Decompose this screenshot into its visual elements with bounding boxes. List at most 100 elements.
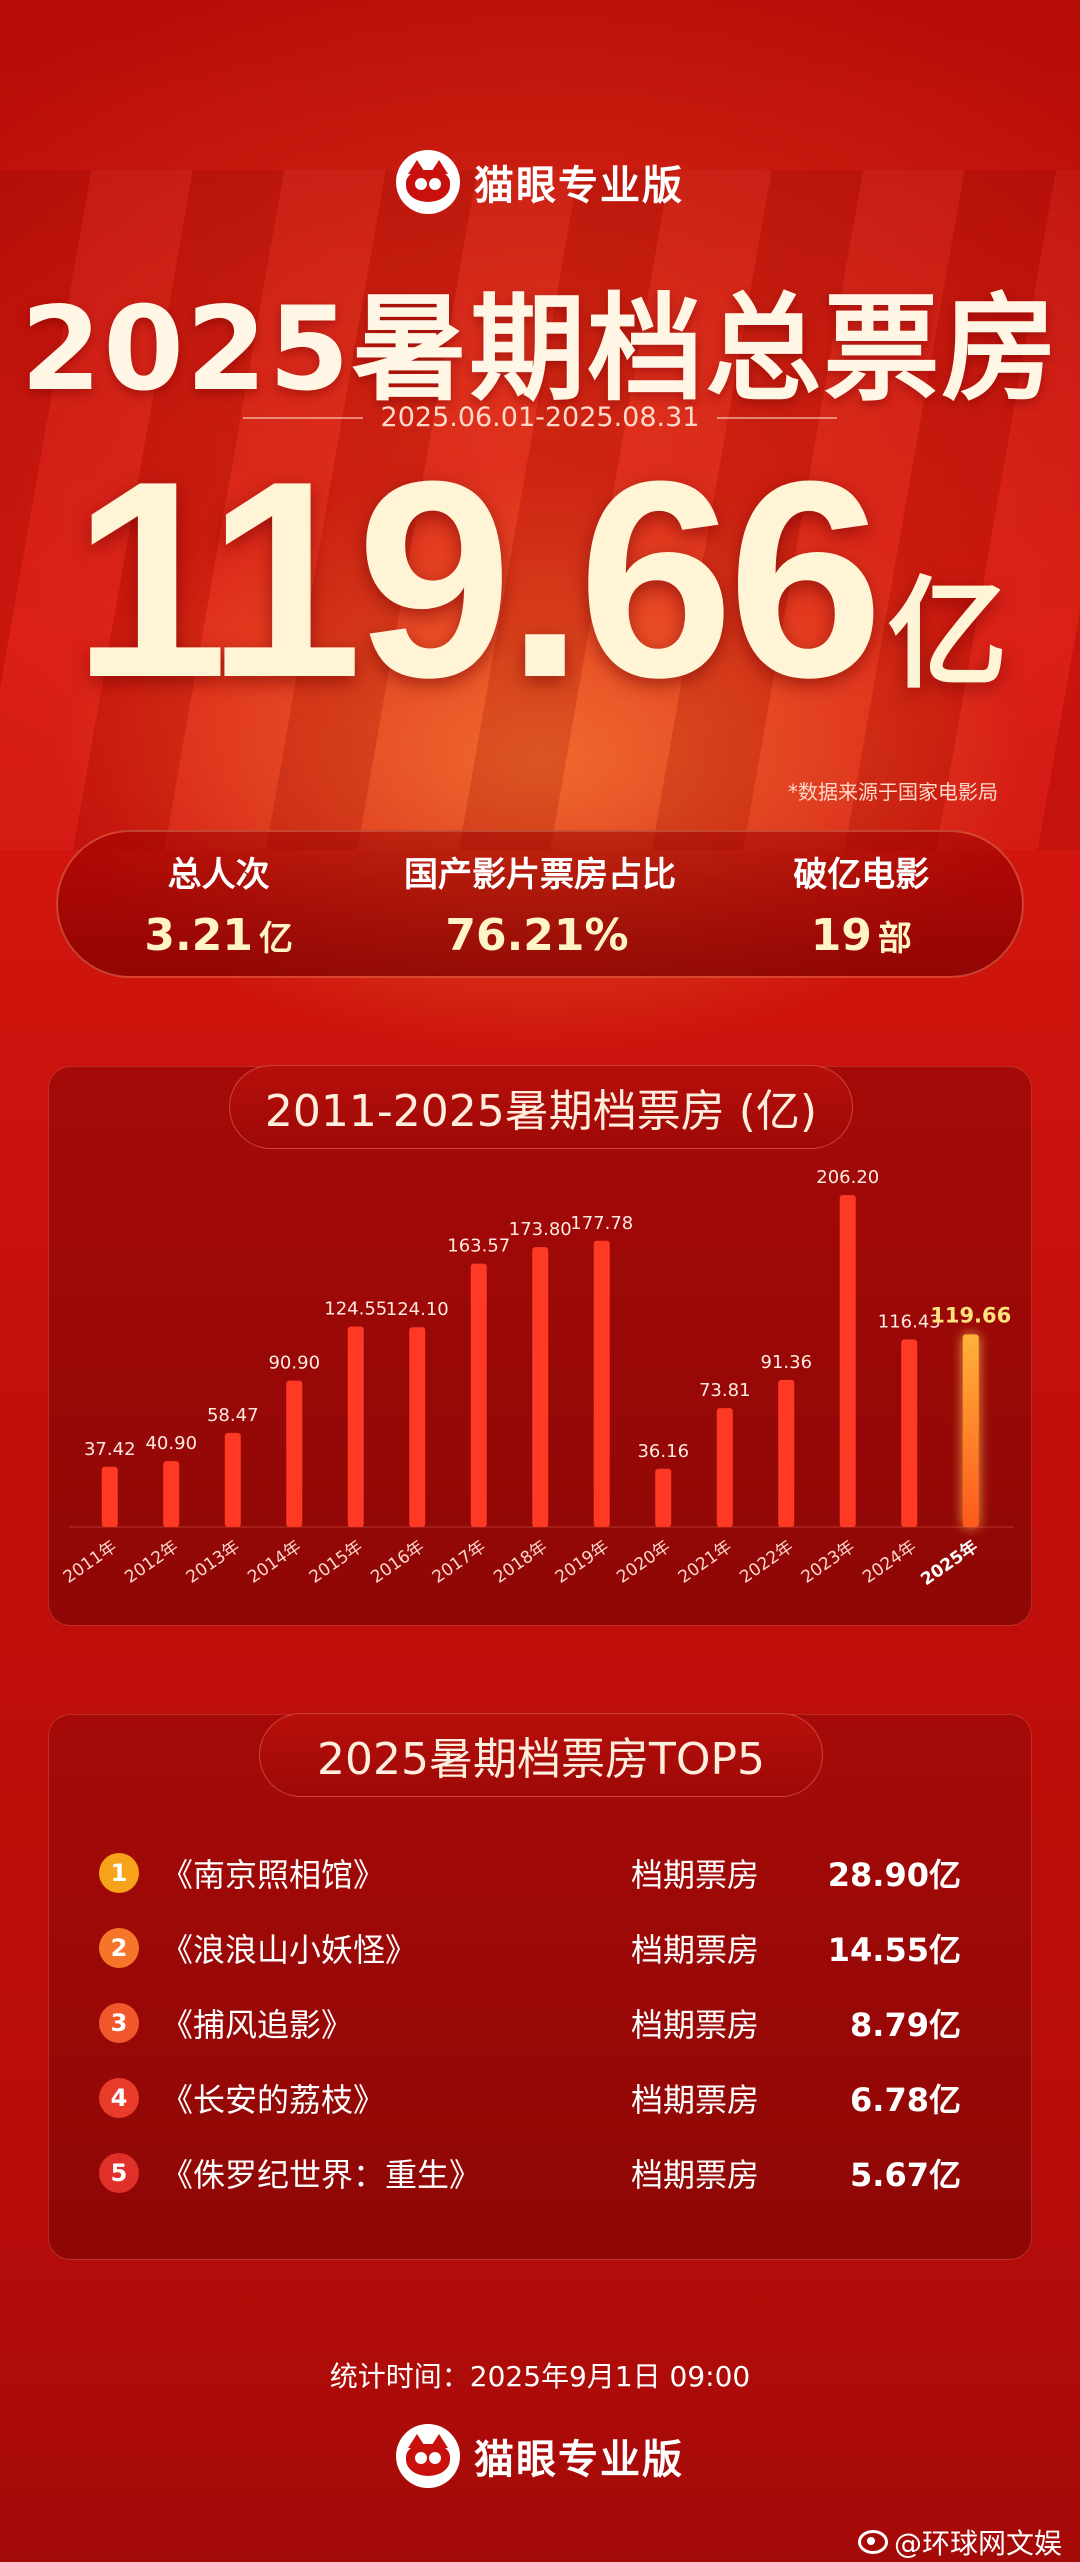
stat-label: 总人次 (167, 855, 270, 895)
list-item: 1 《南京照相馆》 档期票房 28.90亿 (89, 1843, 993, 1903)
tick-label: 2015年 (306, 1537, 367, 1588)
data-label: 40.90 (145, 1433, 197, 1454)
box-office-label: 档期票房 (631, 1931, 760, 1969)
divider-right (717, 416, 838, 419)
watermark-text: @环球网文娱 (893, 2527, 1062, 2560)
box-office-label: 档期票房 (631, 2081, 760, 2119)
bar (470, 1263, 487, 1527)
data-label: 124.10 (386, 1299, 449, 1320)
brand-name: 猫眼专业版 (474, 2437, 684, 2483)
data-label: 91.36 (760, 1352, 812, 1373)
data-label: 206.20 (816, 1167, 879, 1188)
top5-title: 2025暑期档票房TOP5 (259, 1713, 823, 1797)
stat-unit: 部 (877, 919, 912, 959)
tick-label: 2018年 (490, 1537, 551, 1588)
data-label: 58.47 (207, 1405, 259, 1426)
stat-value: 76.21% (445, 910, 629, 961)
chart-panel: 2011-2025暑期档票房 (亿) 37.42 2011年 40.90 2012年 5… (48, 1065, 1032, 1626)
total-box-office: 119.66亿 (60, 440, 1020, 720)
bar (716, 1408, 733, 1527)
tick-label: 2022年 (736, 1537, 797, 1588)
brand-name: 猫眼专业版 (474, 163, 684, 209)
weibo-icon (857, 2530, 888, 2554)
data-label: 173.80 (509, 1219, 572, 1240)
box-office-label: 档期票房 (631, 1856, 760, 1894)
rank-badge: 4 (99, 2078, 139, 2118)
list-item: 3 《捕风追影》 档期票房 8.79亿 (89, 1993, 993, 2053)
page-title: 2025暑期档总票房 (20, 282, 1060, 417)
top5-panel: 2025暑期档票房TOP5 1 《南京照相馆》 档期票房 28.90亿 2 《浪… (48, 1713, 1032, 2260)
data-label: 37.42 (84, 1439, 136, 1460)
stat-domestic-share: 国产影片票房占比 76.21% (390, 847, 690, 961)
stat-time: 统计时间：2025年9月1日 09:00 (329, 2360, 751, 2393)
tick-label: 2023年 (798, 1537, 859, 1588)
data-label: 116.43 (878, 1312, 941, 1333)
tick-label: 2024年 (859, 1537, 920, 1588)
data-label: 177.78 (570, 1213, 633, 1234)
rank-badge: 1 (99, 1853, 139, 1893)
cat-logo-icon (396, 150, 460, 214)
stat-value: 19 (810, 910, 872, 961)
bar (224, 1432, 241, 1527)
divider-left (242, 416, 363, 419)
bar (409, 1327, 426, 1527)
total-value: 119.66 (72, 424, 884, 736)
list-item: 2 《浪浪山小妖怪》 档期票房 14.55亿 (89, 1918, 993, 1978)
tick-label: 2025年 (917, 1536, 982, 1590)
bar (593, 1240, 610, 1527)
tick-label: 2021年 (675, 1537, 736, 1588)
data-label: 90.90 (268, 1353, 320, 1374)
list-item: 5 《侏罗纪世界：重生》 档期票房 5.67亿 (89, 2143, 993, 2203)
movie-title: 《浪浪山小妖怪》 (161, 1931, 418, 1969)
stat-label: 国产影片票房占比 (403, 855, 676, 895)
bar (901, 1339, 918, 1527)
data-label: 119.66 (930, 1303, 1011, 1327)
bar (962, 1334, 979, 1527)
movie-title: 《侏罗纪世界：重生》 (161, 2156, 482, 2194)
bar (655, 1468, 672, 1527)
rank-badge: 3 (99, 2003, 139, 2043)
stat-films-over-100m: 破亿电影 19 部 (711, 847, 1011, 961)
bar (778, 1379, 795, 1527)
date-range: 2025.06.01-2025.08.31 (380, 402, 700, 433)
tick-label: 2011年 (60, 1537, 121, 1588)
bar (532, 1247, 549, 1527)
tick-label: 2017年 (429, 1537, 490, 1588)
source-note: *数据来源于国家电影局 (788, 780, 998, 804)
cat-logo-icon (396, 2424, 460, 2488)
rank-badge: 5 (99, 2153, 139, 2193)
chart-title: 2011-2025暑期档票房 (亿) (229, 1065, 853, 1149)
list-item: 4 《长安的荔枝》 档期票房 6.78亿 (89, 2068, 993, 2128)
movie-title: 《长安的荔枝》 (161, 2081, 386, 2119)
bar (839, 1195, 856, 1527)
stat-label: 破亿电影 (793, 855, 930, 895)
brand-header: 猫眼专业版 (0, 150, 1080, 214)
stat-attendance: 总人次 3.21 亿 (69, 847, 369, 961)
tick-label: 2013年 (183, 1537, 244, 1588)
watermark: @环球网文娱 (857, 2522, 1062, 2562)
box-office-label: 档期票房 (631, 2006, 760, 2044)
rank-badge: 2 (99, 1928, 139, 1968)
box-office-label: 档期票房 (631, 2156, 760, 2194)
box-office-value: 5.67亿 (850, 2156, 961, 2194)
tick-label: 2020年 (613, 1537, 674, 1588)
data-label: 36.16 (637, 1441, 689, 1462)
movie-title: 《捕风追影》 (161, 2006, 354, 2044)
stat-value: 3.21 (144, 910, 253, 961)
bar (286, 1380, 303, 1527)
total-unit: 亿 (887, 566, 1008, 705)
stat-unit: 亿 (258, 919, 293, 959)
movie-title: 《南京照相馆》 (161, 1856, 386, 1894)
box-office-value: 6.78亿 (850, 2081, 961, 2119)
bar (101, 1466, 118, 1527)
tick-label: 2019年 (552, 1537, 613, 1588)
box-office-value: 8.79亿 (850, 2006, 961, 2044)
tick-label: 2012年 (121, 1537, 182, 1588)
poster-collage-background (0, 170, 1080, 850)
bar (347, 1326, 364, 1527)
data-label: 163.57 (447, 1236, 510, 1257)
bar (163, 1461, 180, 1527)
date-range-row: 2025.06.01-2025.08.31 (0, 402, 1080, 433)
brand-footer: 猫眼专业版 (0, 2424, 1080, 2488)
data-label: 73.81 (699, 1380, 751, 1401)
